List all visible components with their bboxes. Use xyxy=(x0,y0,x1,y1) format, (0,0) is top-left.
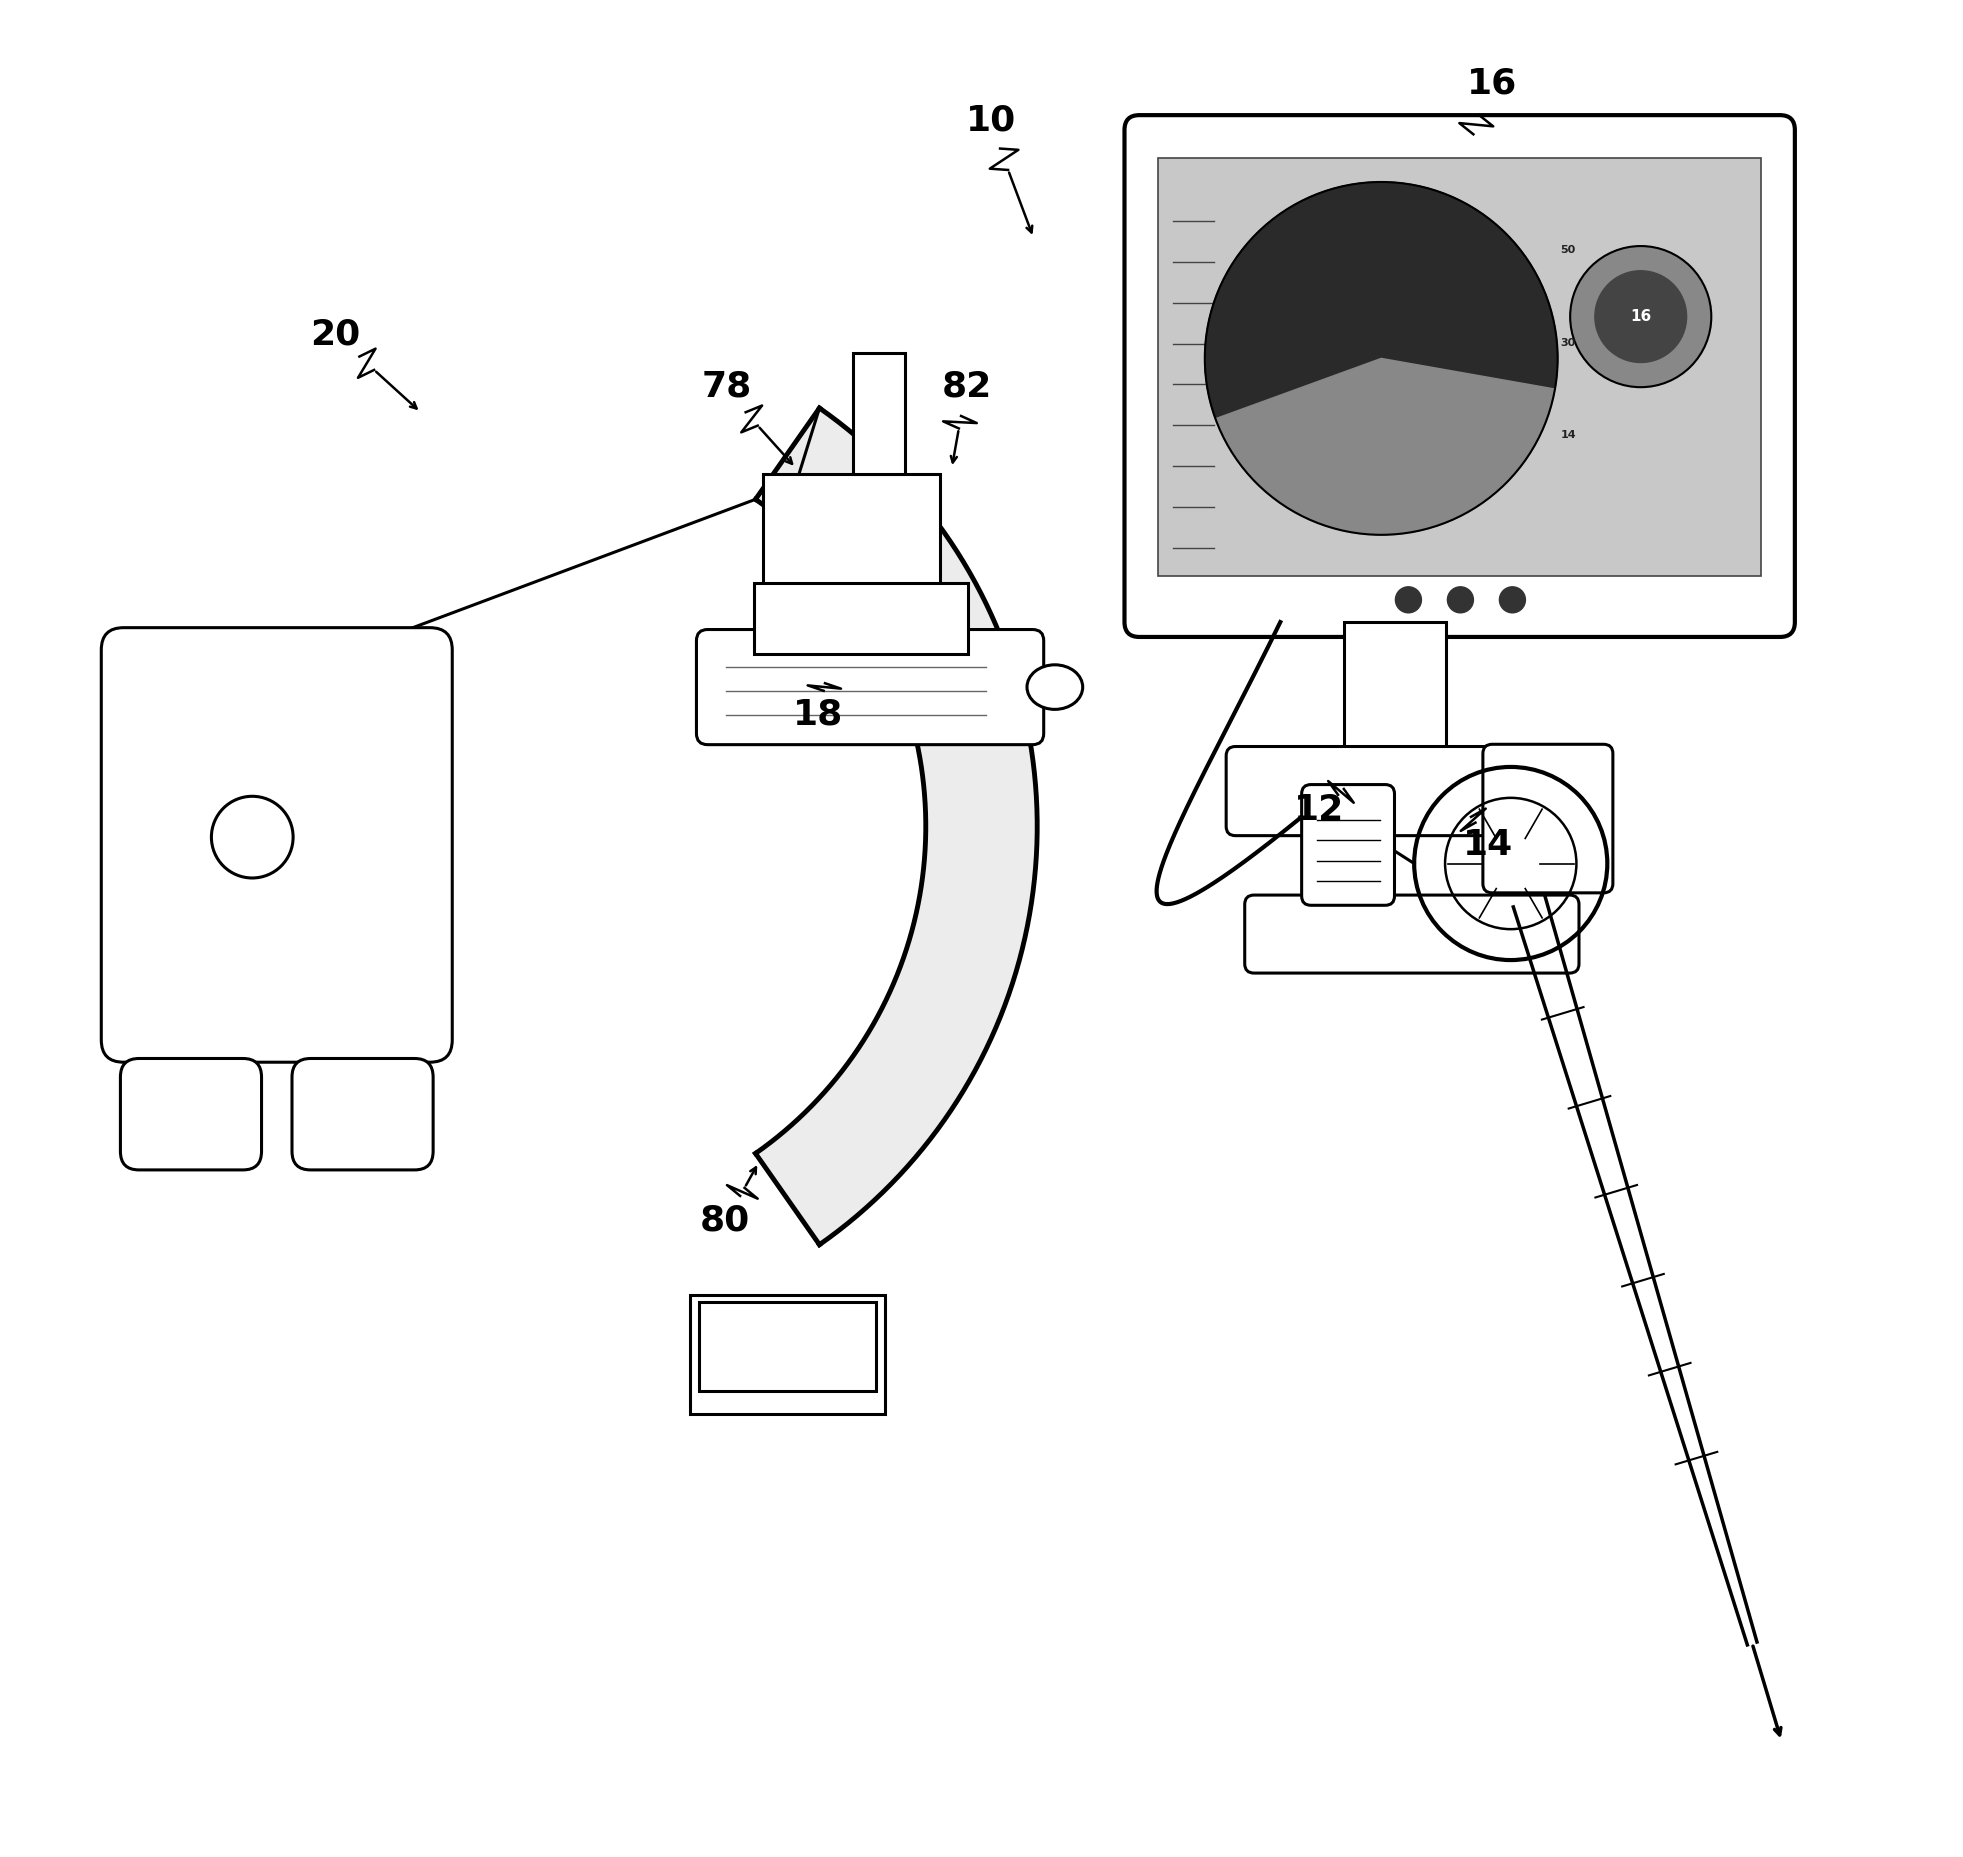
Circle shape xyxy=(1500,587,1525,613)
FancyBboxPatch shape xyxy=(102,628,451,1062)
FancyBboxPatch shape xyxy=(1227,747,1598,836)
Polygon shape xyxy=(1205,182,1557,418)
Text: 18: 18 xyxy=(793,698,844,732)
Bar xyxy=(764,474,940,585)
FancyBboxPatch shape xyxy=(697,630,1044,745)
Polygon shape xyxy=(1215,358,1555,535)
Polygon shape xyxy=(756,409,1036,1244)
Ellipse shape xyxy=(1027,665,1084,709)
Text: 16: 16 xyxy=(1466,67,1517,100)
Text: 82: 82 xyxy=(942,370,991,403)
Bar xyxy=(1158,158,1761,576)
FancyBboxPatch shape xyxy=(292,1058,434,1170)
Text: 10: 10 xyxy=(966,104,1017,137)
Text: 14: 14 xyxy=(1561,431,1576,440)
Text: 14: 14 xyxy=(1462,828,1513,862)
Text: 12: 12 xyxy=(1294,793,1345,826)
Circle shape xyxy=(1396,587,1421,613)
Text: 30: 30 xyxy=(1561,338,1576,347)
FancyBboxPatch shape xyxy=(1125,115,1794,637)
Bar xyxy=(699,1302,875,1391)
Bar xyxy=(1345,622,1447,752)
Bar xyxy=(754,583,968,654)
Text: 50: 50 xyxy=(1561,245,1576,254)
FancyBboxPatch shape xyxy=(1245,895,1578,973)
FancyBboxPatch shape xyxy=(1482,745,1614,893)
FancyBboxPatch shape xyxy=(120,1058,261,1170)
Circle shape xyxy=(1205,182,1557,535)
Text: 16: 16 xyxy=(1629,308,1651,325)
Text: 20: 20 xyxy=(310,318,361,351)
Text: 80: 80 xyxy=(701,1203,750,1237)
Circle shape xyxy=(1570,245,1712,386)
Bar xyxy=(854,353,905,474)
Circle shape xyxy=(1447,587,1474,613)
FancyBboxPatch shape xyxy=(1301,784,1394,904)
Text: 78: 78 xyxy=(703,370,752,403)
Circle shape xyxy=(1594,271,1686,362)
Bar xyxy=(691,1294,885,1413)
